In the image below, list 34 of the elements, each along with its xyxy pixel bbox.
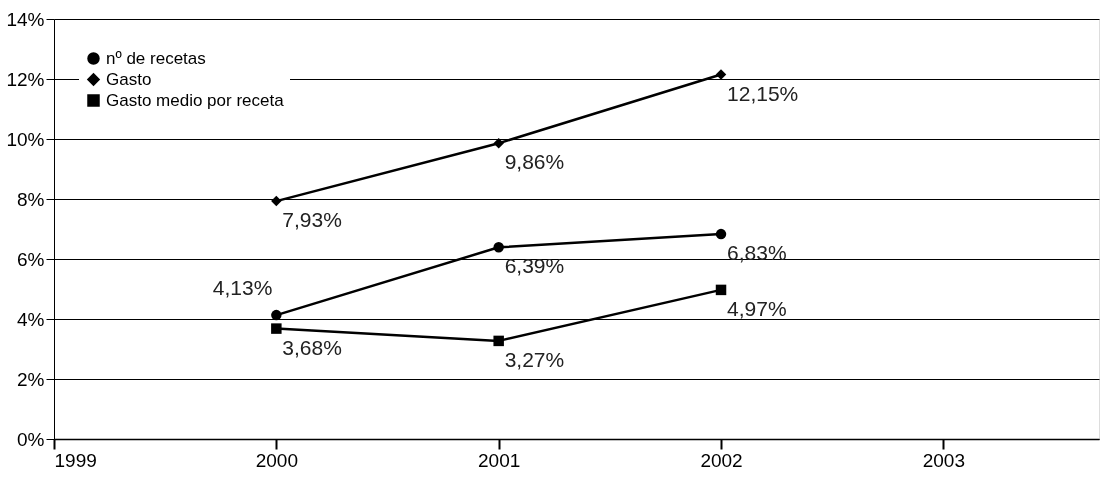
- data-label: 3,68%: [282, 335, 342, 359]
- x-tick-label: 2000: [255, 449, 298, 471]
- y-tick-label: 4%: [17, 308, 45, 330]
- point: [271, 195, 282, 207]
- data-label: 7,93%: [282, 208, 342, 232]
- data-label: 6,39%: [504, 254, 565, 278]
- data-label: 4,97%: [727, 296, 787, 320]
- point: [493, 242, 504, 253]
- point: [715, 69, 727, 80]
- point: [715, 228, 727, 240]
- y-tick-label: 2%: [17, 368, 45, 390]
- y-tick-label: 8%: [17, 188, 45, 210]
- y-tick-label: 6%: [17, 248, 45, 270]
- data-label: 12,15%: [727, 81, 799, 105]
- y-tick-label: 14%: [6, 8, 45, 30]
- point: [271, 323, 282, 334]
- y-tick-label: 0%: [17, 428, 45, 450]
- x-tick-label: 2002: [700, 449, 743, 471]
- point: [271, 309, 282, 321]
- data-label: 9,86%: [504, 150, 565, 174]
- data-label: 3,27%: [504, 347, 565, 371]
- point: [493, 137, 504, 149]
- point: [715, 284, 727, 296]
- y-tick-label: 10%: [6, 128, 45, 150]
- legend-label: nº de recetas: [106, 48, 206, 68]
- x-tick-label: 2001: [478, 449, 521, 471]
- data-label: 4,13%: [212, 276, 273, 300]
- point: [493, 335, 504, 347]
- data-label: 6,83%: [727, 241, 787, 265]
- x-tick-label: 1999: [54, 449, 97, 471]
- y-tick-label: 12%: [6, 68, 45, 90]
- legend-label: Gasto medio por receta: [106, 90, 285, 110]
- legend-label: Gasto: [106, 69, 152, 89]
- x-tick-label: 2003: [922, 449, 965, 471]
